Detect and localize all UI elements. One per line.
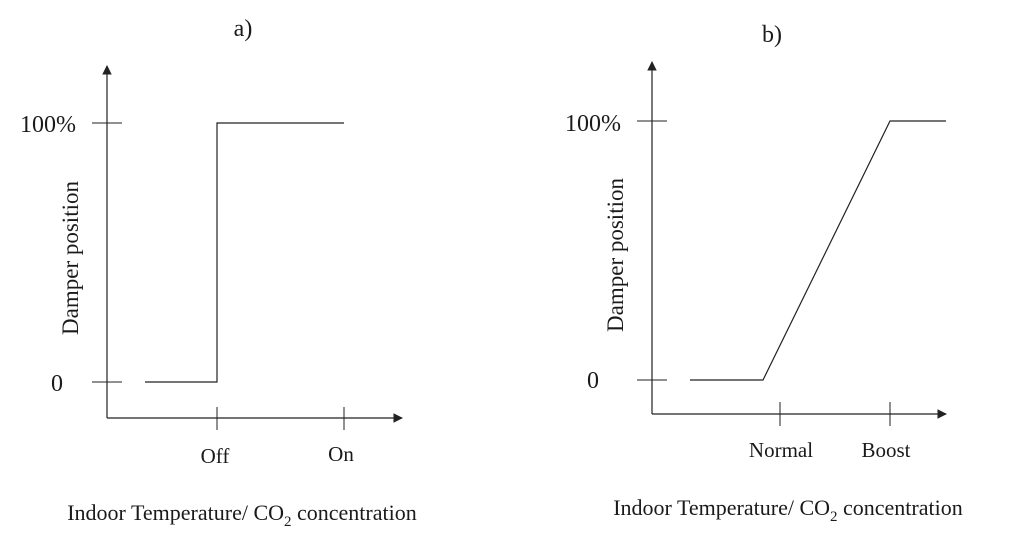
panel-a-xlabel-sub: 2: [284, 514, 292, 530]
panel-a-ytick-bottom-label: 0: [51, 371, 63, 397]
panel-a-xlabel-prefix: Indoor Temperature/ CO: [67, 500, 284, 525]
panel-a-letter: a): [234, 16, 253, 42]
panel-a-xlabel-suffix: concentration: [292, 500, 417, 525]
panel-b-ytick-top-label: 100%: [565, 111, 621, 137]
panel-a-xtick-off-label: Off: [201, 444, 230, 468]
panel-a-ylabel: Damper position: [58, 181, 83, 335]
panel-b-letter: b): [762, 22, 782, 48]
panel-b-xtick-boost-label: Boost: [861, 438, 910, 462]
panel-b-xlabel: Indoor Temperature/ CO2 concentration: [613, 495, 963, 525]
panel-b-xlabel-suffix: concentration: [838, 495, 963, 520]
panel-a: a) 100% 0 Off On Damper position Indoor …: [20, 16, 417, 530]
panel-b-xtick-normal-label: Normal: [749, 438, 813, 462]
panel-b-ramp-curve: [690, 120, 946, 381]
panel-b-ytick-bottom-label: 0: [587, 368, 599, 394]
panel-a-xtick-on-label: On: [328, 442, 354, 466]
panel-b-xlabel-sub: 2: [830, 509, 838, 525]
panel-b: b) 100% 0 Normal Boost Damper position I…: [565, 22, 963, 525]
panel-b-xlabel-prefix: Indoor Temperature/ CO: [613, 495, 830, 520]
panel-b-ylabel: Damper position: [603, 178, 628, 332]
panel-a-xlabel: Indoor Temperature/ CO2 concentration: [67, 500, 417, 530]
panel-a-step-curve: [145, 122, 344, 383]
panel-a-ytick-top-label: 100%: [20, 112, 76, 138]
